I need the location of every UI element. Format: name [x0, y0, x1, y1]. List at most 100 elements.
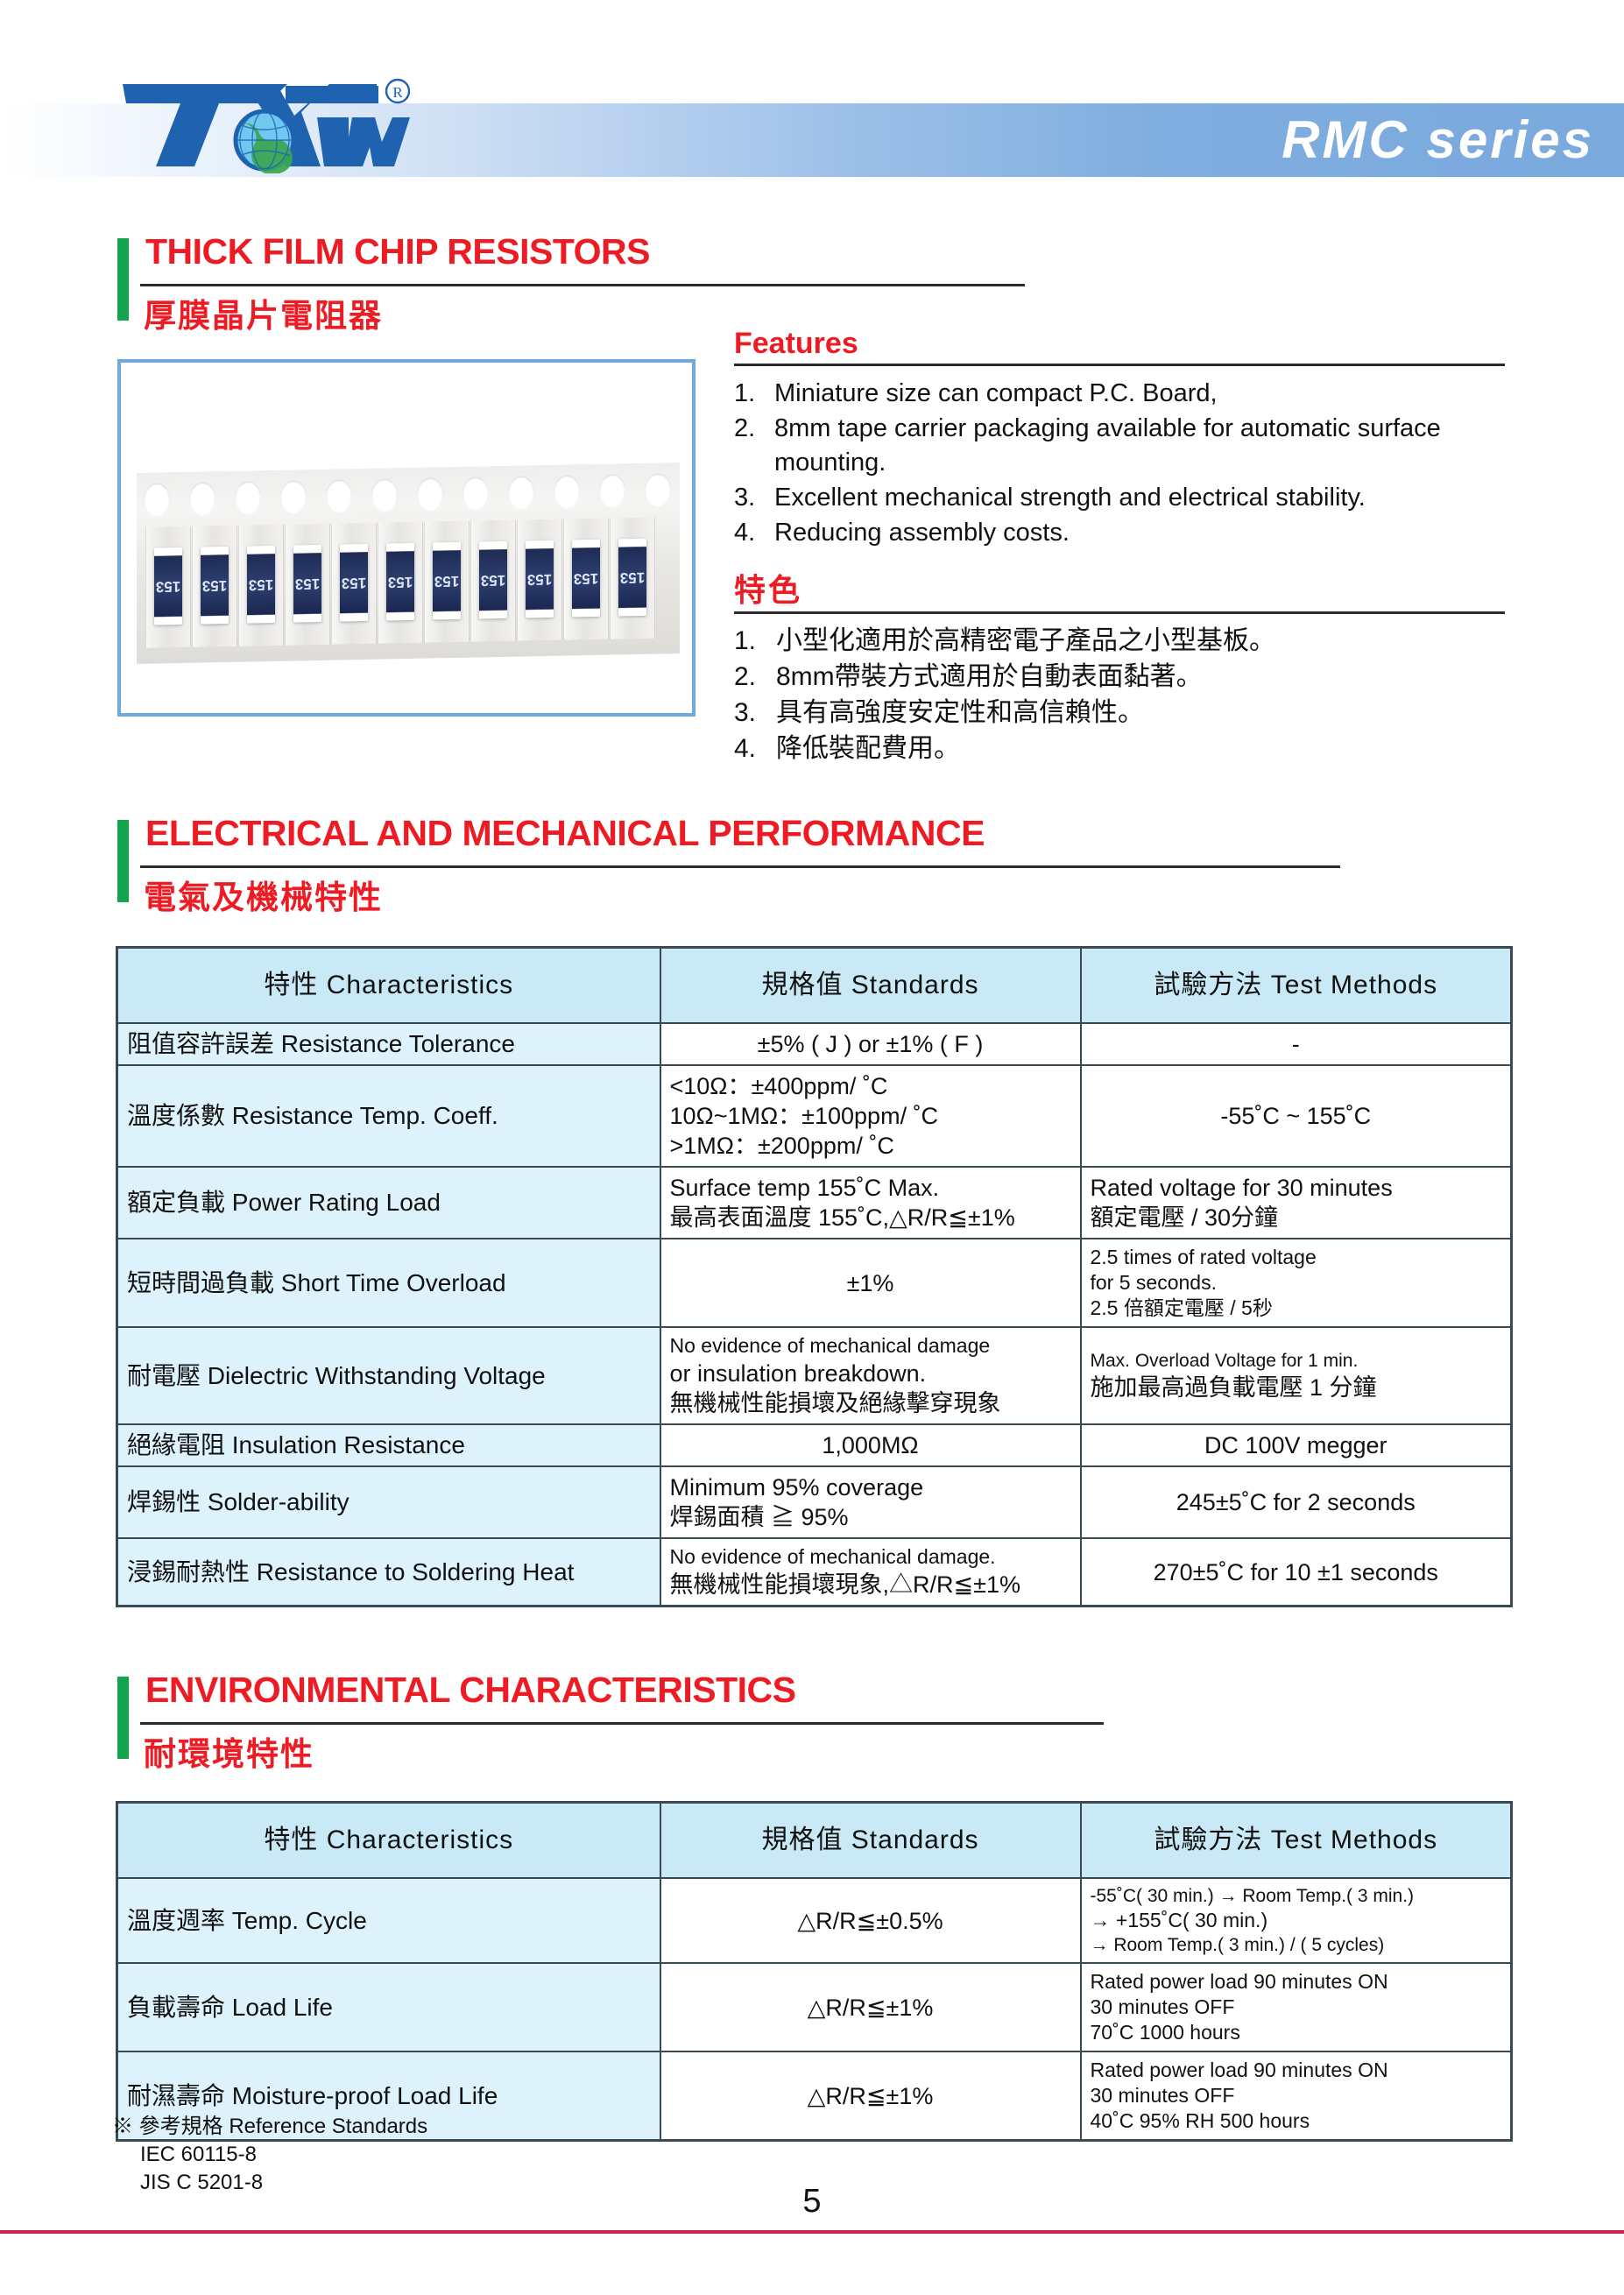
list-item-text: 8mm tape carrier packaging available for… — [774, 414, 1441, 477]
table-header-row: 特性 Characteristics 規格值 Standards 試驗方法 Te… — [116, 946, 1513, 1024]
cell-line: ±5% ( J ) or ±1% ( F ) — [757, 1031, 984, 1057]
page-title-en: THICK FILM CHIP RESISTORS — [145, 231, 650, 272]
cell-line: 2.5 倍額定電壓 / 5秒 — [1090, 1296, 1273, 1319]
electrical-heading-en: ELECTRICAL AND MECHANICAL PERFORMANCE — [145, 813, 985, 853]
cell-characteristic: 阻值容許誤差 Resistance Tolerance — [116, 1022, 661, 1066]
cell-line: 施加最高過負載電壓 1 分鐘 — [1090, 1374, 1377, 1401]
list-item-number: 2. — [734, 662, 757, 691]
chip-pocket: 153 — [470, 519, 516, 642]
cell-standard: <10Ω：±400ppm/ ˚C 10Ω~1MΩ：±100ppm/ ˚C >1MΩ：… — [659, 1064, 1082, 1168]
sprocket-hole — [371, 478, 398, 512]
chip-marking: 153 — [573, 569, 599, 588]
tape-carrier: 153 153 153 153 153 153 153 153 153 153 153 — [137, 463, 680, 664]
sprocket-hole — [462, 477, 489, 511]
chip-resistor: 153 — [479, 540, 507, 619]
list-item-text: Reducing assembly costs. — [774, 519, 1070, 547]
environmental-heading-zh: 耐環境特性 — [144, 1736, 314, 1772]
cell-standard: No evidence of mechanical damage. 無機械性能損壞… — [659, 1537, 1082, 1607]
cell-line: Max. Overload Voltage for 1 min. — [1090, 1351, 1359, 1371]
cell-test-method: - — [1079, 1022, 1513, 1066]
list-item-text: 降低裝配費用。 — [776, 734, 960, 763]
reference-heading: ※ 參考規格 Reference Standards — [112, 2115, 428, 2138]
cell-standard: △R/R≦±1% — [659, 1962, 1082, 2052]
chip-pocket: 153 — [378, 521, 423, 644]
chip-pocket: 153 — [517, 519, 562, 641]
cell-test-method: 245±5˚C for 2 seconds — [1079, 1465, 1513, 1539]
cell-standard: No evidence of mechanical damage or insul… — [659, 1326, 1082, 1425]
svg-text:R: R — [392, 84, 403, 101]
table-row: 浸錫耐熱性 Resistance to Soldering Heat No evi… — [116, 1537, 1513, 1607]
registered-mark-icon: R — [385, 78, 411, 104]
sprocket-hole — [144, 483, 170, 517]
cell-line: >1MΩ：±200ppm/ ˚C — [669, 1133, 894, 1159]
page-title-zh: 厚膜晶片電阻器 — [144, 298, 383, 334]
chip-marking: 153 — [294, 575, 321, 593]
table-row: 焊錫性 Solder-ability Minimum 95% coverage 焊錫… — [116, 1465, 1513, 1539]
chip-marking: 153 — [248, 576, 274, 594]
chip-resistor: 153 — [201, 546, 229, 625]
table-row: 耐電壓 Dielectric Withstanding Voltage No ev… — [116, 1326, 1513, 1425]
list-item: 1. 小型化適用於高精密電子產品之小型基板。 — [734, 623, 1505, 659]
cell-line: 40˚C 95% RH 500 hours — [1090, 2109, 1310, 2132]
list-item: 3. 具有高強度安定性和高信賴性。 — [734, 695, 1505, 731]
table-row: 負載壽命 Load Life △R/R≦±1% Rated power load 9… — [116, 1962, 1513, 2052]
cell-line: 最高表面溫度 155˚C,△R/R≦±1% — [669, 1204, 1015, 1231]
features-heading: Features — [734, 327, 858, 360]
cell-characteristic: 額定負載 Power Rating Load — [116, 1166, 661, 1239]
chip-resistor: 153 — [293, 544, 321, 623]
table-row: 溫度週率 Temp. Cycle △R/R≦±0.5% -55˚C( 30 min.… — [116, 1877, 1513, 1964]
electrical-rule — [140, 865, 1340, 868]
chip-marking: 153 — [526, 570, 553, 589]
col-standards: 規格值 Standards — [659, 946, 1082, 1024]
cell-line: <10Ω：±400ppm/ ˚C — [669, 1073, 888, 1099]
cell-test-method: 2.5 times of rated voltage for 5 seconds.… — [1079, 1238, 1513, 1328]
chip-pocket: 153 — [610, 517, 655, 639]
green-accent-bar — [117, 820, 129, 902]
cell-line: Rated power load 90 minutes ON — [1090, 1970, 1388, 1993]
reference-line: JIS C 5201-8 — [140, 2171, 264, 2194]
chip-marking: 153 — [341, 574, 367, 592]
table-row: 溫度係數 Resistance Temp. Coeff. <10Ω：±400ppm… — [116, 1064, 1513, 1168]
chip-resistor: 153 — [386, 542, 414, 621]
cell-line: 30 minutes OFF — [1090, 1995, 1235, 2018]
cell-test-method: Rated voltage for 30 minutes 額定電壓 / 30分鐘 — [1079, 1166, 1513, 1239]
list-item-number: 1. — [734, 379, 756, 407]
reference-line: IEC 60115-8 — [140, 2143, 257, 2166]
cell-characteristic: 溫度週率 Temp. Cycle — [116, 1877, 661, 1964]
cell-standard: ±1% — [659, 1238, 1082, 1328]
cell-line: Rated power load 90 minutes ON — [1090, 2058, 1388, 2081]
page-header: RMC series R — [0, 0, 1624, 201]
cell-line: Surface temp 155˚C Max. — [669, 1175, 940, 1201]
cell-line: 30 minutes OFF — [1090, 2084, 1235, 2107]
chip-resistor: 153 — [340, 543, 368, 622]
cell-line: △R/R≦±0.5% — [797, 1907, 943, 1934]
cell-line: 70˚C 1000 hours — [1090, 2021, 1240, 2044]
sprocket-hole — [280, 480, 307, 514]
list-item-number: 4. — [734, 519, 756, 547]
cell-test-method: -55˚C ~ 155˚C — [1079, 1064, 1513, 1168]
chip-marking: 153 — [434, 572, 460, 590]
page-number: 5 — [802, 2183, 822, 2220]
cell-test-method: -55˚C( 30 min.) → Room Temp.( 3 min.) → +… — [1079, 1877, 1513, 1964]
chip-pocket: 153 — [424, 520, 470, 643]
sprocket-holes — [144, 473, 673, 519]
cell-line: -55˚C( 30 min.) → Room Temp.( 3 min.) — [1090, 1886, 1415, 1906]
cell-line: for 5 seconds. — [1090, 1271, 1217, 1294]
chip-pockets: 153 153 153 153 153 153 153 153 153 153 153 — [142, 517, 674, 650]
table-row: 耐濕壽命 Moisture-proof Load Life △R/R≦±1% Rat… — [116, 2051, 1513, 2142]
electrical-table: 特性 Characteristics 規格值 Standards 試驗方法 Te… — [116, 946, 1513, 1607]
cell-line: → Room Temp.( 3 min.) / ( 5 cycles) — [1090, 1935, 1385, 1955]
cell-line: 10Ω~1MΩ：±100ppm/ ˚C — [669, 1103, 939, 1129]
col-test-methods: 試驗方法 Test Methods — [1079, 1801, 1513, 1879]
footer-rule — [0, 2230, 1624, 2234]
cell-characteristic: 絕緣電阻 Insulation Resistance — [116, 1423, 661, 1467]
cell-line: Rated voltage for 30 minutes — [1090, 1175, 1393, 1201]
col-standards: 規格值 Standards — [659, 1801, 1082, 1879]
cell-line: ±1% — [846, 1269, 894, 1296]
cell-line: 無機械性能損壞及絕緣擊穿現象 — [669, 1390, 1001, 1416]
list-item-number: 1. — [734, 626, 757, 655]
cell-characteristic: 耐電壓 Dielectric Withstanding Voltage — [116, 1326, 661, 1425]
green-accent-bar — [117, 1677, 129, 1759]
list-item-number: 2. — [734, 414, 756, 442]
cell-standard: Surface temp 155˚C Max. 最高表面溫度 155˚C,△R/R… — [659, 1166, 1082, 1239]
